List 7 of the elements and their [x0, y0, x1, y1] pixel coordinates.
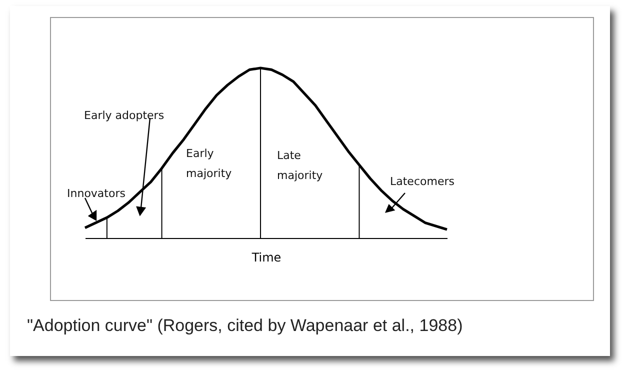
text: "Adoption curve" (Rogers, cited by Wapenaar et al., 1988): [27, 316, 463, 336]
annotation: Early majority: [186, 147, 232, 180]
annotation: Late majority: [277, 149, 324, 182]
annotation: Innovators: [67, 187, 126, 200]
annotation: Latecomers: [390, 175, 455, 188]
x-axis-title: Time: [250, 250, 282, 264]
annotation: Early adopters: [84, 109, 164, 122]
